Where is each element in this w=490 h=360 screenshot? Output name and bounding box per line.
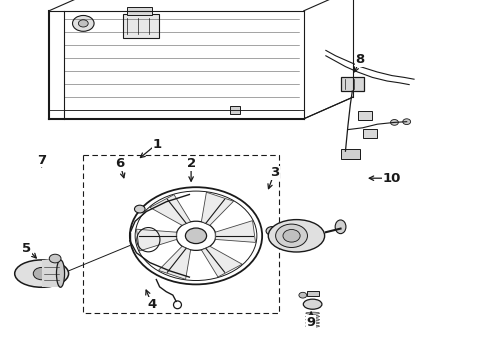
Circle shape [185,228,207,244]
Text: 4: 4 [147,298,156,311]
Ellipse shape [306,315,319,318]
Bar [83,155,279,313]
Bar [341,149,360,159]
Bar [358,111,372,120]
Bar [341,77,364,91]
Circle shape [33,267,50,280]
Ellipse shape [275,224,308,248]
Text: 6: 6 [116,157,124,170]
Text: 2: 2 [187,157,196,170]
Bar [363,129,377,138]
Text: 7: 7 [37,154,46,167]
Text: 8: 8 [356,53,365,66]
Ellipse shape [283,230,300,242]
Circle shape [78,20,88,27]
Circle shape [266,227,278,235]
Text: 5: 5 [23,242,31,255]
Ellipse shape [335,220,346,234]
Circle shape [49,254,61,263]
Polygon shape [137,229,177,251]
Ellipse shape [306,325,319,327]
Polygon shape [158,246,191,279]
Bar [345,150,360,159]
Ellipse shape [306,319,319,321]
Polygon shape [215,221,255,242]
Text: 3: 3 [270,166,279,179]
Polygon shape [150,195,191,225]
Ellipse shape [269,220,325,252]
Circle shape [73,15,94,31]
Ellipse shape [303,299,322,309]
Ellipse shape [306,312,319,314]
Text: 10: 10 [383,172,401,185]
Text: 1: 1 [152,138,161,150]
Ellipse shape [15,260,69,287]
Circle shape [299,292,307,298]
Bar [127,7,152,15]
Circle shape [391,120,398,125]
Polygon shape [201,192,234,225]
Circle shape [134,205,145,213]
Bar [122,14,159,38]
Ellipse shape [306,322,319,324]
Circle shape [403,119,411,125]
Bar [307,291,318,296]
Ellipse shape [56,260,65,287]
Polygon shape [201,246,242,277]
Text: 9: 9 [307,316,316,329]
Bar [42,260,60,287]
